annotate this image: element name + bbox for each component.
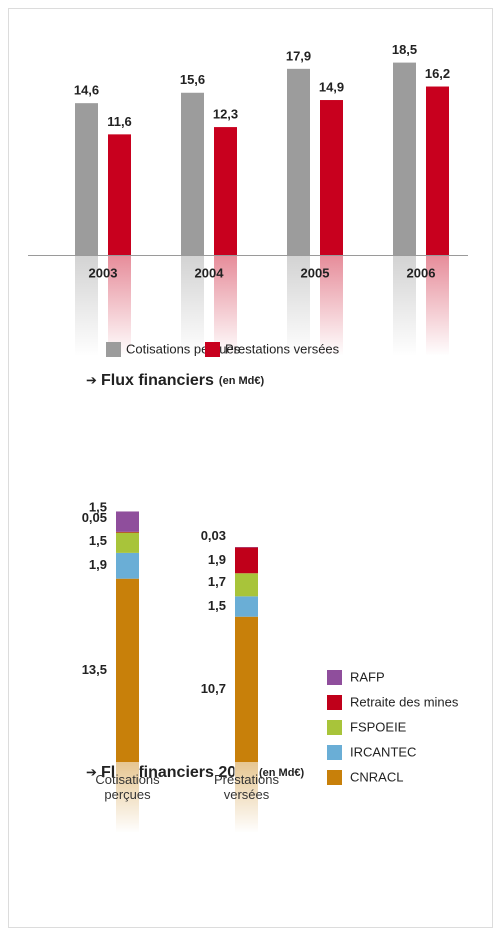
data-label: 0,03 [201, 528, 226, 543]
chart-title: Flux financiers (en Md€) [101, 372, 264, 389]
data-label: 14,6 [74, 83, 99, 98]
data-label: 10,7 [201, 681, 226, 696]
bar-segment [116, 552, 139, 579]
legend-swatch [327, 695, 342, 710]
bar-segment [235, 573, 258, 597]
data-label: 15,6 [180, 72, 205, 87]
x-tick-label: Prestations versées [213, 772, 280, 802]
bar [75, 103, 98, 255]
data-label: 1,9 [208, 552, 226, 567]
x-tick-label: 2004 [195, 265, 225, 280]
bar-segment [116, 578, 139, 762]
bar [393, 62, 416, 255]
data-label: 14,9 [319, 79, 344, 94]
data-label: 1,5 [89, 500, 107, 515]
legend-swatch [327, 745, 342, 760]
legend-swatch [327, 670, 342, 685]
reflection-fade [180, 255, 205, 356]
bar [181, 92, 204, 255]
data-label: 18,5 [392, 42, 417, 57]
bar [320, 100, 343, 255]
legend-label: RAFP [350, 669, 385, 684]
arrow-icon: ➔ [86, 764, 97, 779]
bar [108, 134, 131, 255]
reflection-fade [319, 255, 344, 356]
reflection-fade [115, 762, 140, 833]
legend-swatch [106, 342, 121, 357]
data-label: 12,3 [213, 107, 238, 122]
bar-segment [116, 532, 139, 553]
reflection-fade [74, 255, 99, 356]
data-label: 17,9 [286, 48, 311, 63]
bar [287, 68, 310, 255]
arrow-icon: ➔ [86, 372, 97, 387]
legend-swatch [327, 720, 342, 735]
data-label: 13,5 [82, 662, 107, 677]
bar-segment [235, 616, 258, 762]
legend-label: Retraite des mines [350, 694, 459, 709]
legend-label: IRCANTEC [350, 744, 416, 759]
reflection-fade [286, 255, 311, 356]
reflection-fade [234, 762, 259, 833]
bar [214, 127, 237, 255]
legend-label: CNRACL [350, 769, 403, 784]
legend-label: FSPOEIE [350, 719, 407, 734]
reflection-fade [392, 255, 417, 356]
data-label: 1,5 [208, 598, 226, 613]
data-label: 0,05 [82, 510, 107, 525]
reflection-fade [107, 255, 132, 356]
reflection-fade [213, 255, 238, 356]
data-label: 1,7 [208, 574, 226, 589]
x-tick-label: 2006 [407, 265, 436, 280]
bar-segment [116, 531, 139, 533]
legend-label: Cotisations perçues [126, 341, 241, 356]
legend-label: Prestations versées [225, 341, 340, 356]
bar-segment [116, 511, 139, 532]
x-tick-label: 2003 [89, 265, 118, 280]
data-label: 16,2 [425, 66, 450, 81]
legend-swatch [205, 342, 220, 357]
data-label: 1,9 [89, 557, 107, 572]
data-label: 11,6 [107, 114, 132, 129]
data-label: 1,5 [89, 533, 107, 548]
bar-segment [235, 596, 258, 617]
bar-segment [235, 547, 258, 574]
legend-swatch [327, 770, 342, 785]
reflection-fade [425, 255, 450, 356]
x-tick-label: 2005 [301, 265, 330, 280]
bar [426, 86, 449, 256]
x-tick-label: Cotisations perçues [95, 772, 160, 802]
